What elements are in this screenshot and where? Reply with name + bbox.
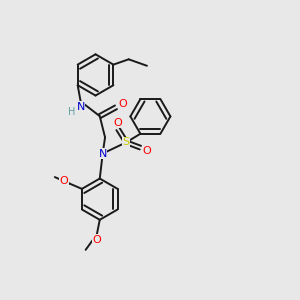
Text: N: N: [98, 148, 107, 158]
Text: O: O: [92, 235, 101, 245]
Text: O: O: [142, 146, 151, 156]
Text: S: S: [123, 137, 130, 147]
Text: O: O: [118, 99, 127, 110]
Text: O: O: [60, 176, 69, 186]
Text: N: N: [76, 102, 85, 112]
Text: O: O: [113, 118, 122, 128]
Text: H: H: [68, 107, 75, 117]
